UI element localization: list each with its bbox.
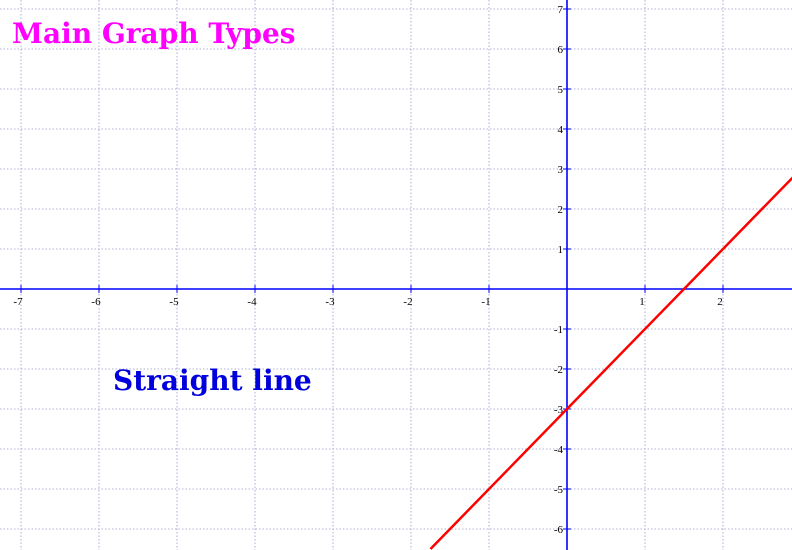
y-tick-label: 4	[558, 124, 564, 136]
y-tick-label: -3	[554, 404, 564, 416]
series-group	[429, 176, 792, 550]
x-tick-label: -7	[13, 296, 23, 308]
y-tick-label: -4	[554, 444, 564, 456]
chart-title: Main Graph Types	[12, 17, 296, 50]
x-tick-label: 1	[639, 296, 645, 308]
x-tick-label: -4	[247, 296, 257, 308]
x-tick-label: -5	[169, 296, 179, 308]
y-tick-label: 3	[558, 164, 564, 176]
y-tick-label: -6	[554, 524, 564, 536]
y-tick-label: -5	[554, 484, 564, 496]
axis-ticks: -7 -6 -5 -4 -3 -2 -1 1 2 7 6 5 4 3 2 1 -1 -2 -3 -4 -5 -6	[13, 4, 724, 536]
y-tick-label: 2	[558, 204, 564, 216]
y-tick-label: 7	[558, 4, 564, 16]
x-tick-label: -2	[403, 296, 412, 308]
x-tick-label: -6	[91, 296, 101, 308]
x-tick-label: 2	[717, 296, 723, 308]
y-tick-label: -1	[554, 324, 563, 336]
x-tick-label: -3	[325, 296, 335, 308]
y-tick-label: 5	[558, 84, 564, 96]
x-tick-label: -1	[481, 296, 490, 308]
chart-subtitle: Straight line	[113, 364, 312, 397]
series-line	[429, 176, 792, 550]
y-tick-label: 6	[558, 44, 564, 56]
y-tick-label: 1	[558, 244, 564, 256]
y-tick-label: -2	[554, 364, 563, 376]
